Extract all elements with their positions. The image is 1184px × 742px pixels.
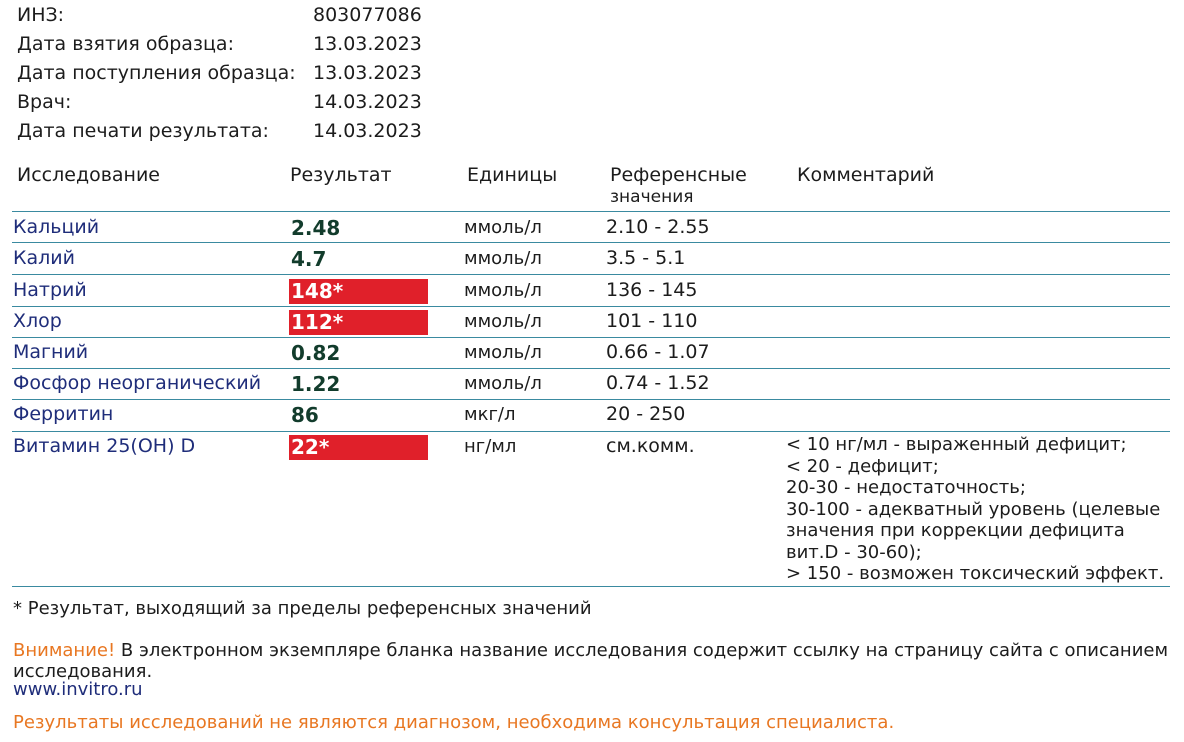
test-name-link[interactable]: Ферритин [13,403,114,425]
reference-range: 136 - 145 [606,279,698,301]
column-header-comment: Комментарий [797,164,935,186]
result-value: 2.48 [291,216,341,240]
comment-line: 30-100 - адекватный уровень (целевые [786,498,1161,520]
result-value: 1.22 [291,372,341,396]
table-row: Витамин 25(OH) D 22* нг/мл см.комм. [0,433,1184,464]
comment-line: вит.D - 30-60); [786,541,922,563]
test-name-link[interactable]: Хлор [13,310,62,332]
units-value: ммоль/л [464,217,542,238]
table-row: Натрий 148* ммоль/л 136 - 145 [0,277,1184,308]
attention-text-continued: исследования. [13,661,153,682]
info-value: 14.03.2023 [313,120,422,142]
comment-line: 20-30 - недостаточность; [786,477,1026,498]
table-row: Магний 0.82 ммоль/л 0.66 - 1.07 [0,339,1184,370]
table-divider [12,211,1170,212]
result-value-out-of-range: 22* [289,435,428,460]
table-divider [12,242,1170,243]
test-name-link[interactable]: Фосфор неорганический [13,372,262,394]
units-value: ммоль/л [464,280,542,301]
reference-range: 20 - 250 [606,403,686,425]
column-header-test: Исследование [17,164,161,186]
info-value: 14.03.2023 [313,91,422,113]
info-label: Дата взятия образца: [17,33,234,55]
table-divider [12,306,1170,307]
attention-note: Внимание! В электронном экземпляре бланк… [13,640,1168,661]
table-row: Фосфор неорганический 1.22 ммоль/л 0.74 … [0,370,1184,401]
test-name-link[interactable]: Магний [13,341,89,363]
table-row: Хлор 112* ммоль/л 101 - 110 [0,308,1184,339]
reference-range: 3.5 - 5.1 [606,247,686,269]
result-value: 0.82 [291,341,341,365]
info-label: Дата поступления образца: [17,62,296,84]
result-value: 4.7 [291,247,327,271]
units-value: ммоль/л [464,248,542,269]
table-divider [12,586,1170,587]
info-label: ИНЗ: [17,4,65,26]
comment-line: > 150 - возможен токсический эффект. [786,563,1165,584]
result-value-out-of-range: 148* [289,279,428,304]
vitamin-d-comment: < 10 нг/мл - выраженный дефицит; < 20 - … [786,434,1164,585]
attention-label: Внимание! [13,640,116,661]
comment-line: < 20 - дефицит; [786,455,939,477]
test-name-link[interactable]: Витамин 25(OH) D [13,435,196,457]
table-row: Ферритин 86 мкг/л 20 - 250 [0,401,1184,432]
info-value: 803077086 [313,4,422,26]
disclaimer: Результаты исследований не являются диаг… [13,712,895,733]
units-value: ммоль/л [464,373,542,394]
table-divider [12,337,1170,338]
info-label: Врач: [17,91,72,113]
column-header-units: Единицы [467,164,558,186]
table-row: Калий 4.7 ммоль/л 3.5 - 5.1 [0,245,1184,276]
info-value: 13.03.2023 [313,62,422,84]
table-divider [12,399,1170,400]
comment-line: < 10 нг/мл - выраженный дефицит; [786,434,1127,455]
result-value-out-of-range: 112* [289,310,428,335]
column-header-reference: Референсные значения [610,164,747,208]
reference-range: 0.66 - 1.07 [606,341,710,363]
table-divider [12,431,1170,432]
info-value: 13.03.2023 [313,33,422,55]
attention-text: В электронном экземпляре бланка название… [115,640,1169,661]
info-label: Дата печати результата: [17,120,269,142]
test-name-link[interactable]: Калий [13,247,75,269]
footnote: * Результат, выходящий за пределы рефере… [13,598,592,619]
units-value: мкг/л [464,404,516,425]
comment-line: значения при коррекции дефицита [786,520,1125,541]
test-name-link[interactable]: Кальций [13,216,100,238]
column-header-reference-line2: значения [610,187,694,207]
units-value: нг/мл [464,436,517,457]
table-row: Кальций 2.48 ммоль/л 2.10 - 2.55 [0,214,1184,245]
reference-range: 2.10 - 2.55 [606,216,710,238]
test-name-link[interactable]: Натрий [13,279,87,301]
units-value: ммоль/л [464,311,542,332]
table-divider [12,368,1170,369]
reference-range: см.комм. [606,435,695,457]
reference-range: 0.74 - 1.52 [606,372,710,394]
invitro-link[interactable]: www.invitro.ru [13,679,143,700]
result-value: 86 [291,403,319,427]
column-header-result: Результат [290,164,392,186]
units-value: ммоль/л [464,342,542,363]
column-header-reference-line1: Референсные [610,164,747,186]
table-divider [12,274,1170,275]
reference-range: 101 - 110 [606,310,698,332]
